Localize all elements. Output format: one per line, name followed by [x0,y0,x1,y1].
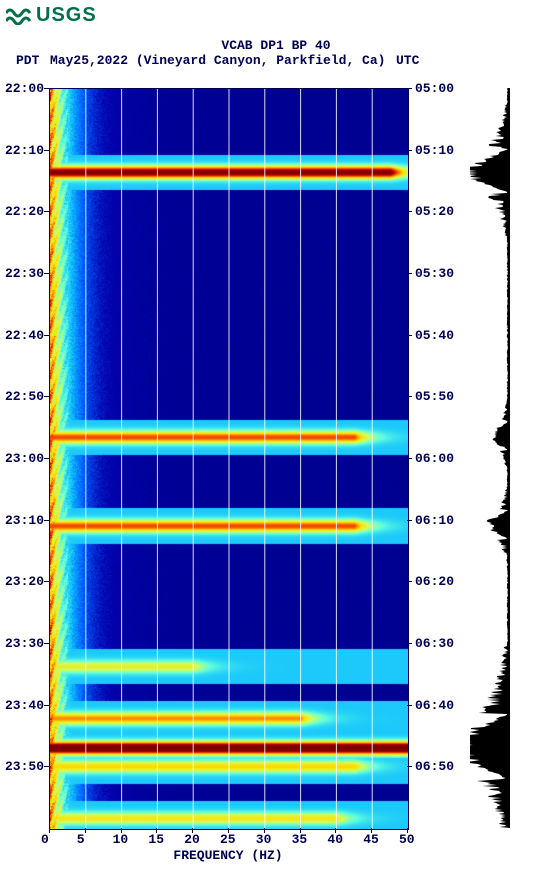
right-tick-mark [407,766,412,767]
x-axis-title: FREQUENCY (HZ) [0,848,504,863]
left-tick-mark [44,273,49,274]
chart-subtitle: May25,2022 (Vineyard Canyon, Parkfield, … [50,53,552,68]
x-tick-label: 20 [184,832,200,847]
x-tick-label: 15 [148,832,164,847]
x-tick-mark [407,828,408,833]
left-tick-mark [44,520,49,521]
right-tick-label: 05:20 [415,204,454,219]
x-tick-label: 10 [113,832,129,847]
left-tick-label: 22:50 [5,389,44,404]
chart-title: VCAB DP1 BP 40 [0,38,552,53]
right-tick-label: 06:20 [415,574,454,589]
right-tick-label: 06:40 [415,698,454,713]
right-tick-mark [407,150,412,151]
left-tick-mark [44,581,49,582]
x-tick-label: 5 [77,832,85,847]
right-tick-label: 05:30 [415,266,454,281]
x-tick-mark [192,828,193,833]
x-tick-label: 45 [363,832,379,847]
right-tick-mark [407,581,412,582]
right-tick-mark [407,705,412,706]
wave-icon [6,7,32,25]
left-tick-label: 23:30 [5,636,44,651]
right-tick-label: 06:50 [415,759,454,774]
left-tick-mark [44,88,49,89]
right-tick-mark [407,211,412,212]
x-tick-mark [228,828,229,833]
right-tick-label: 06:00 [415,451,454,466]
usgs-logo: USGS [6,4,97,27]
right-tick-mark [407,458,412,459]
right-tick-label: 05:40 [415,328,454,343]
left-tick-mark [44,458,49,459]
right-tick-mark [407,273,412,274]
left-tick-mark [44,705,49,706]
x-tick-label: 40 [327,832,343,847]
spectrogram-plot [49,88,409,830]
page: USGS VCAB DP1 BP 40 PDT May25,2022 (Vine… [0,0,552,892]
left-tick-label: 23:10 [5,513,44,528]
right-tick-mark [407,520,412,521]
x-tick-mark [300,828,301,833]
right-tick-label: 05:00 [415,81,454,96]
left-tick-label: 22:00 [5,81,44,96]
x-tick-mark [156,828,157,833]
x-tick-mark [264,828,265,833]
left-tick-mark [44,396,49,397]
tz-right-label: UTC [396,53,419,68]
left-tick-label: 23:20 [5,574,44,589]
x-tick-label: 35 [292,832,308,847]
x-tick-label: 30 [256,832,272,847]
x-tick-mark [335,828,336,833]
left-tick-mark [44,211,49,212]
x-tick-label: 50 [399,832,415,847]
x-tick-mark [121,828,122,833]
left-tick-label: 23:40 [5,698,44,713]
x-tick-mark [49,828,50,833]
spectrogram-canvas [50,89,408,829]
right-tick-label: 06:10 [415,513,454,528]
left-tick-mark [44,335,49,336]
left-tick-label: 22:10 [5,143,44,158]
left-tick-label: 22:40 [5,328,44,343]
right-tick-label: 05:50 [415,389,454,404]
tz-left-label: PDT [16,53,39,68]
right-tick-mark [407,643,412,644]
x-tick-label: 0 [41,832,49,847]
left-tick-label: 22:30 [5,266,44,281]
right-tick-label: 06:30 [415,636,454,651]
left-tick-mark [44,150,49,151]
right-tick-mark [407,335,412,336]
x-tick-mark [85,828,86,833]
left-tick-label: 22:20 [5,204,44,219]
left-tick-mark [44,766,49,767]
right-tick-mark [407,88,412,89]
logo-text: USGS [36,4,97,27]
right-tick-label: 05:10 [415,143,454,158]
left-tick-label: 23:00 [5,451,44,466]
seismogram-trace [470,88,550,828]
x-tick-label: 25 [220,832,236,847]
right-tick-mark [407,396,412,397]
left-tick-label: 23:50 [5,759,44,774]
x-tick-mark [371,828,372,833]
left-tick-mark [44,643,49,644]
